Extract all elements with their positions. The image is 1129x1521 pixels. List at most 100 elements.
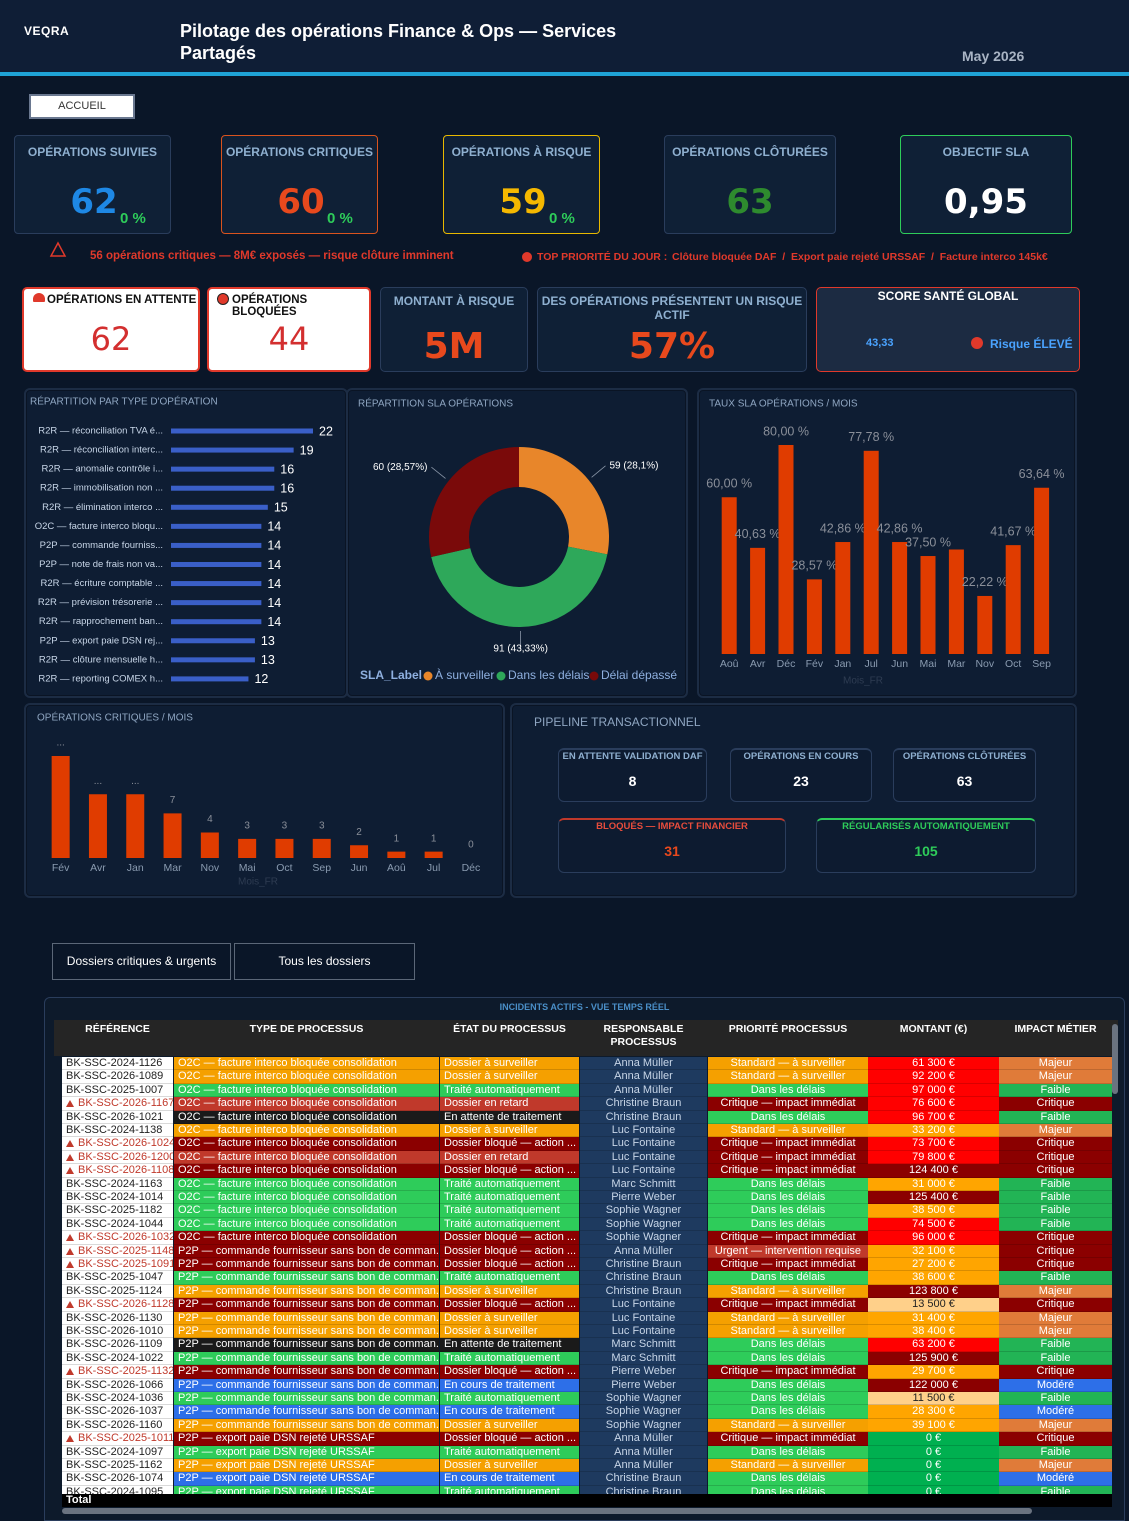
table-cell: Majeur: [999, 1124, 1112, 1138]
home-button[interactable]: ACCUEIL: [29, 94, 135, 119]
kpi-label: OPÉRATIONS À RISQUE: [451, 145, 592, 159]
table-cell: Marc Schmitt: [580, 1177, 707, 1191]
table-cell: Faible: [999, 1217, 1112, 1232]
alert-triangle: [66, 1167, 74, 1175]
table-cell: BK-SSC-2026-1109: [62, 1338, 173, 1352]
table-cell: BK-SSC-2026-1066: [62, 1378, 173, 1392]
table-cell: Christine Braun: [580, 1097, 707, 1111]
table-cell: Traité automatiquement: [440, 1271, 579, 1285]
table-cell: Faible: [999, 1271, 1112, 1285]
column-header: PRIORITÉ PROCESSUS: [728, 1023, 848, 1035]
table-cell: BK-SSC-2026-1032: [62, 1231, 173, 1245]
alert-triangle: [66, 1140, 74, 1148]
table-cell: P2P — commande fournisseur sans bon de c…: [174, 1365, 439, 1379]
kpi-card: [443, 135, 600, 234]
table-cell: Christine Braun: [580, 1284, 707, 1299]
table-cell: Dossier à surveiller: [440, 1418, 579, 1433]
tab-button[interactable]: Dossiers critiques & urgents: [52, 943, 231, 980]
kpi-value: 62: [90, 320, 132, 358]
table-cell: Sophie Wagner: [580, 1392, 707, 1406]
table-cell: Dans les délais: [708, 1405, 868, 1419]
table-cell: 92 200 €: [868, 1070, 999, 1084]
table-cell: 0 €: [868, 1485, 999, 1494]
score-status: Risque ÉLEVÉ: [990, 337, 1073, 351]
table-cell: 29 700 €: [868, 1365, 999, 1379]
panel: [346, 388, 688, 698]
kpi-value: 5M: [423, 326, 485, 367]
kpi-label: OPÉRATIONS CLÔTURÉES: [672, 145, 828, 159]
kpi-card: [664, 135, 836, 234]
total-label: Total: [66, 1494, 92, 1506]
column-header: TYPE DE PROCESSUS: [249, 1023, 364, 1035]
table-cell: Faible: [999, 1445, 1112, 1459]
table-cell: Dossier à surveiller: [440, 1057, 579, 1071]
kpi-card: [380, 287, 528, 372]
table-cell: Modéré: [999, 1472, 1112, 1486]
kpi-delta: 0 %: [120, 210, 146, 227]
table-cell: Majeur: [999, 1070, 1112, 1084]
table-cell: O2C — facture interco bloquée consolidat…: [174, 1083, 439, 1098]
kpi-value: 59: [499, 182, 547, 222]
table-cell: Marc Schmitt: [580, 1338, 707, 1352]
table-cell: 13 500 €: [868, 1298, 999, 1312]
table-cell: Faible: [999, 1485, 1112, 1494]
kpi-label: OPÉRATIONS CRITIQUES: [225, 145, 374, 159]
table-cell: Critique: [999, 1244, 1112, 1258]
table-cell: BK-SSC-2024-1022: [62, 1351, 173, 1366]
kpi-label: MONTANT À RISQUE: [393, 294, 515, 308]
alert-triangle: [66, 1301, 74, 1309]
table-cell: 38 600 €: [868, 1271, 999, 1285]
table-cell: Faible: [999, 1392, 1112, 1406]
alert-triangle: [66, 1368, 74, 1376]
table-cell: Dans les délais: [708, 1204, 868, 1218]
table-cell: P2P — commande fournisseur sans bon de c…: [174, 1271, 439, 1285]
table-cell: Luc Fontaine: [580, 1150, 707, 1165]
table-cell: 96 700 €: [868, 1110, 999, 1124]
table-cell: Faible: [999, 1191, 1112, 1205]
table-cell: Urgent — intervention requise: [708, 1244, 868, 1258]
table-cell: Critique: [999, 1137, 1112, 1151]
table-cell: Christine Braun: [580, 1258, 707, 1272]
table-cell: Faible: [999, 1177, 1112, 1191]
header-bar: [0, 0, 1129, 72]
table-cell: P2P — commande fournisseur sans bon de c…: [174, 1351, 439, 1366]
table-cell: BK-SSC-2025-1182: [62, 1204, 173, 1218]
table-cell: BK-SSC-2026-1021: [62, 1110, 173, 1124]
table-cell: Critique: [999, 1298, 1112, 1312]
alert-triangle: [66, 1435, 74, 1443]
header-accent: [0, 72, 1129, 76]
h-scrollbar: [62, 1508, 1032, 1514]
table-cell: Christine Braun: [580, 1271, 707, 1285]
table-cell: BK-SSC-2026-1010: [62, 1325, 173, 1339]
priority-label: TOP PRIORITÉ DU JOUR :: [537, 251, 668, 263]
table-cell: P2P — commande fournisseur sans bon de c…: [174, 1325, 439, 1339]
table-cell: 122 000 €: [868, 1378, 999, 1392]
table-cell: BK-SSC-2024-1044: [62, 1217, 173, 1232]
pipeline-label: OPÉRATIONS EN COURS: [743, 751, 859, 762]
kpi-value: 63: [726, 182, 774, 222]
table-cell: BK-SSC-2025-1162: [62, 1459, 173, 1473]
logo: VEQRA: [24, 24, 70, 38]
table-cell: O2C — facture interco bloquée consolidat…: [174, 1070, 439, 1084]
table-cell: Majeur: [999, 1459, 1112, 1473]
table-cell: Traité automatiquement: [440, 1204, 579, 1218]
table-cell: BK-SSC-2024-1138: [62, 1124, 173, 1138]
table-cell: Dossier à surveiller: [440, 1325, 579, 1339]
tab-button[interactable]: Tous les dossiers: [234, 943, 415, 980]
table-cell: BK-SSC-2025-1047: [62, 1271, 173, 1285]
kpi-value: 62: [70, 182, 118, 222]
table-cell: O2C — facture interco bloquée consolidat…: [174, 1097, 439, 1111]
table-cell: Marc Schmitt: [580, 1351, 707, 1366]
pipeline-label: EN ATTENTE VALIDATION DAF: [562, 751, 703, 762]
table-cell: BK-SSC-2024-1036: [62, 1392, 173, 1406]
table-cell: En attente de traitement: [440, 1338, 579, 1352]
table-cell: 96 000 €: [868, 1231, 999, 1245]
column-header: IMPACT MÉTIER: [1014, 1023, 1097, 1035]
table-cell: BK-SSC-2024-1163: [62, 1177, 173, 1191]
table-cell: Sophie Wagner: [580, 1418, 707, 1433]
score-value: 43,33: [866, 337, 894, 349]
table-cell: BK-SSC-2026-1200: [62, 1150, 173, 1165]
pipeline-box: [558, 818, 786, 873]
table-cell: BK-SSC-2026-1128: [62, 1298, 173, 1312]
